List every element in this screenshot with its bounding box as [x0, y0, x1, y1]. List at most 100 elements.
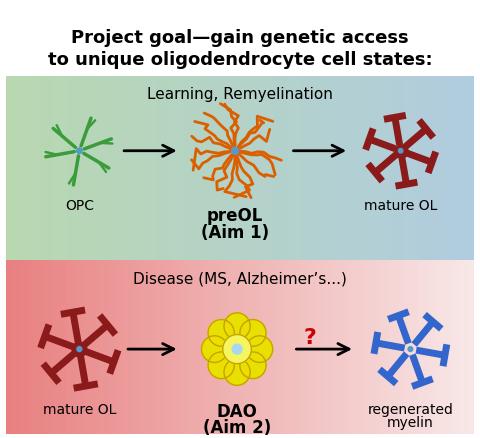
Bar: [25, 77, 30, 260]
Circle shape: [202, 336, 228, 363]
Bar: [48, 77, 53, 260]
Bar: [334, 77, 338, 260]
Bar: [226, 77, 231, 260]
Circle shape: [240, 352, 266, 379]
Bar: [203, 77, 207, 260]
Bar: [324, 260, 329, 434]
Bar: [464, 260, 469, 434]
Bar: [404, 77, 408, 260]
Bar: [44, 260, 48, 434]
Bar: [366, 77, 371, 260]
Circle shape: [240, 320, 266, 346]
Bar: [305, 260, 310, 434]
Bar: [427, 77, 432, 260]
Bar: [371, 77, 375, 260]
Bar: [58, 77, 62, 260]
Bar: [165, 77, 170, 260]
Bar: [175, 77, 179, 260]
Bar: [301, 77, 305, 260]
Circle shape: [224, 359, 250, 385]
Bar: [240, 260, 245, 434]
Bar: [62, 77, 67, 260]
Bar: [165, 260, 170, 434]
Bar: [361, 260, 366, 434]
Bar: [151, 77, 156, 260]
Bar: [385, 77, 390, 260]
Bar: [418, 260, 422, 434]
Bar: [184, 77, 189, 260]
Bar: [137, 77, 142, 260]
Bar: [380, 77, 385, 260]
Bar: [469, 77, 474, 260]
Bar: [404, 260, 408, 434]
Bar: [198, 77, 203, 260]
Bar: [170, 77, 175, 260]
Bar: [310, 77, 315, 260]
Bar: [170, 260, 175, 434]
Bar: [105, 260, 109, 434]
Bar: [216, 77, 221, 260]
Bar: [20, 77, 25, 260]
Bar: [291, 260, 296, 434]
Bar: [72, 77, 76, 260]
Text: mature OL: mature OL: [364, 199, 437, 213]
Bar: [348, 77, 352, 260]
Bar: [315, 77, 320, 260]
Bar: [245, 260, 249, 434]
Bar: [128, 260, 132, 434]
Bar: [67, 77, 72, 260]
Bar: [76, 77, 81, 260]
Bar: [450, 77, 455, 260]
Bar: [371, 260, 375, 434]
Text: ?: ?: [304, 328, 316, 347]
Bar: [320, 260, 324, 434]
Bar: [198, 260, 203, 434]
Text: Disease (MS, Alzheimer’s...): Disease (MS, Alzheimer’s...): [133, 271, 347, 286]
Bar: [184, 260, 189, 434]
Bar: [95, 77, 100, 260]
Bar: [53, 260, 58, 434]
Bar: [53, 77, 58, 260]
Bar: [264, 260, 268, 434]
Circle shape: [408, 347, 413, 352]
Circle shape: [247, 336, 273, 363]
Bar: [137, 260, 142, 434]
Bar: [76, 260, 81, 434]
Bar: [142, 260, 146, 434]
Bar: [216, 260, 221, 434]
Bar: [44, 77, 48, 260]
Bar: [338, 77, 343, 260]
Circle shape: [77, 347, 82, 352]
Bar: [160, 77, 165, 260]
Bar: [81, 260, 86, 434]
Text: (Aim 1): (Aim 1): [201, 223, 269, 241]
Bar: [338, 260, 343, 434]
Bar: [273, 77, 277, 260]
Bar: [175, 260, 179, 434]
Bar: [361, 77, 366, 260]
Text: regenerated: regenerated: [368, 402, 453, 416]
Circle shape: [232, 148, 239, 155]
Bar: [310, 260, 315, 434]
Bar: [343, 260, 348, 434]
Bar: [264, 77, 268, 260]
Text: to unique oligodendrocyte cell states:: to unique oligodendrocyte cell states:: [48, 50, 432, 68]
Circle shape: [223, 335, 252, 364]
Bar: [418, 77, 422, 260]
Bar: [114, 260, 119, 434]
Bar: [231, 77, 235, 260]
Bar: [95, 260, 100, 434]
Bar: [221, 260, 226, 434]
Bar: [277, 77, 282, 260]
Text: Project goal—gain genetic access: Project goal—gain genetic access: [71, 28, 409, 46]
Bar: [282, 260, 287, 434]
Bar: [305, 77, 310, 260]
Bar: [142, 77, 146, 260]
Bar: [324, 77, 329, 260]
Bar: [445, 260, 450, 434]
Bar: [123, 260, 128, 434]
Bar: [366, 260, 371, 434]
Bar: [464, 77, 469, 260]
Text: myelin: myelin: [387, 416, 434, 430]
Bar: [441, 260, 445, 434]
